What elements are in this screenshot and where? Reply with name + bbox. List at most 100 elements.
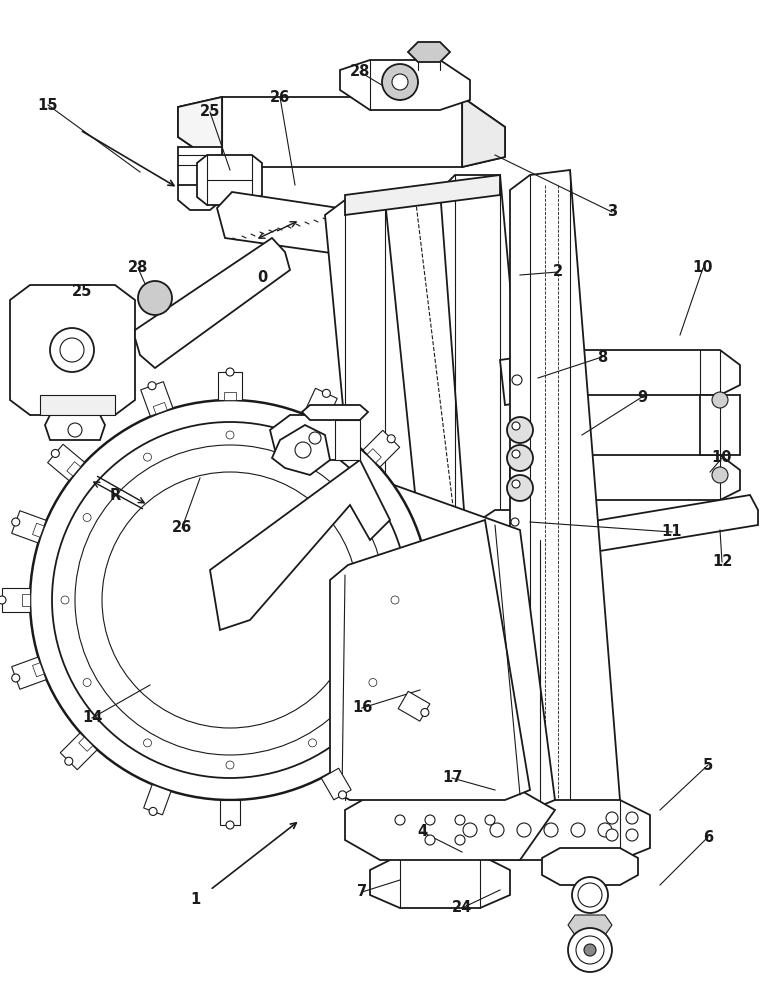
Circle shape — [578, 883, 602, 907]
Circle shape — [387, 435, 395, 443]
Polygon shape — [425, 800, 650, 860]
Circle shape — [421, 708, 429, 716]
Circle shape — [512, 375, 522, 385]
Circle shape — [68, 423, 82, 437]
Text: 25: 25 — [72, 284, 92, 300]
Polygon shape — [535, 495, 758, 560]
Polygon shape — [2, 588, 30, 612]
Circle shape — [60, 338, 84, 362]
Text: 2: 2 — [553, 264, 563, 279]
Polygon shape — [12, 657, 46, 689]
Polygon shape — [510, 350, 740, 395]
Circle shape — [425, 835, 435, 845]
Polygon shape — [272, 425, 330, 475]
Polygon shape — [335, 420, 360, 460]
Circle shape — [568, 928, 612, 972]
Circle shape — [30, 400, 430, 800]
Text: 26: 26 — [172, 520, 192, 536]
Circle shape — [226, 431, 234, 439]
Circle shape — [485, 815, 495, 825]
Polygon shape — [79, 737, 93, 751]
Text: 8: 8 — [597, 350, 607, 364]
Polygon shape — [10, 285, 135, 415]
Polygon shape — [510, 170, 620, 815]
Polygon shape — [218, 372, 242, 400]
Polygon shape — [309, 409, 323, 421]
Polygon shape — [542, 848, 638, 885]
Circle shape — [455, 835, 465, 845]
Polygon shape — [135, 238, 290, 368]
Circle shape — [50, 328, 94, 372]
Polygon shape — [178, 147, 222, 195]
Polygon shape — [321, 768, 351, 800]
Polygon shape — [220, 800, 240, 825]
Text: 15: 15 — [38, 98, 58, 112]
Circle shape — [369, 678, 377, 686]
Circle shape — [511, 518, 519, 526]
Circle shape — [61, 596, 69, 604]
Polygon shape — [325, 200, 445, 800]
Circle shape — [144, 739, 152, 747]
Polygon shape — [40, 395, 115, 415]
Circle shape — [517, 823, 531, 837]
Text: 12: 12 — [712, 554, 732, 570]
Polygon shape — [270, 415, 355, 460]
Circle shape — [83, 678, 91, 686]
Polygon shape — [345, 175, 500, 215]
Circle shape — [395, 815, 405, 825]
Polygon shape — [197, 155, 262, 205]
Circle shape — [52, 422, 408, 778]
Polygon shape — [33, 663, 44, 677]
Polygon shape — [302, 405, 368, 420]
Polygon shape — [141, 382, 173, 416]
Circle shape — [295, 442, 311, 458]
Circle shape — [571, 823, 585, 837]
Circle shape — [507, 475, 533, 501]
Text: 10: 10 — [693, 260, 713, 275]
Circle shape — [226, 761, 234, 769]
Circle shape — [425, 815, 435, 825]
Text: 16: 16 — [352, 700, 372, 716]
Circle shape — [12, 518, 20, 526]
Polygon shape — [153, 402, 167, 414]
Polygon shape — [48, 444, 84, 481]
Polygon shape — [510, 455, 740, 500]
Circle shape — [598, 823, 612, 837]
Polygon shape — [66, 462, 81, 476]
Text: 5: 5 — [703, 758, 713, 772]
Text: 10: 10 — [712, 450, 732, 466]
Text: 4: 4 — [417, 824, 427, 840]
Circle shape — [65, 757, 73, 765]
Polygon shape — [568, 915, 612, 935]
Polygon shape — [480, 510, 540, 535]
Text: 28: 28 — [127, 260, 148, 275]
Circle shape — [626, 829, 638, 841]
Polygon shape — [303, 388, 337, 424]
Circle shape — [0, 596, 6, 604]
Polygon shape — [33, 523, 44, 537]
Text: 11: 11 — [662, 524, 682, 540]
Text: 0: 0 — [256, 270, 267, 286]
Circle shape — [712, 467, 728, 483]
Circle shape — [149, 807, 157, 815]
Polygon shape — [217, 192, 360, 255]
Polygon shape — [370, 855, 510, 908]
Polygon shape — [144, 785, 171, 815]
Circle shape — [309, 739, 317, 747]
Polygon shape — [363, 430, 400, 467]
Polygon shape — [700, 395, 740, 455]
Circle shape — [309, 453, 317, 461]
Circle shape — [572, 877, 608, 913]
Text: 6: 6 — [703, 830, 713, 844]
Circle shape — [606, 829, 618, 841]
Circle shape — [584, 944, 596, 956]
Circle shape — [463, 823, 477, 837]
Polygon shape — [210, 460, 390, 630]
Text: 26: 26 — [270, 90, 290, 104]
Circle shape — [148, 382, 156, 390]
Polygon shape — [330, 520, 530, 800]
Circle shape — [102, 472, 358, 728]
Polygon shape — [60, 733, 97, 770]
Circle shape — [138, 281, 172, 315]
Circle shape — [606, 812, 618, 824]
